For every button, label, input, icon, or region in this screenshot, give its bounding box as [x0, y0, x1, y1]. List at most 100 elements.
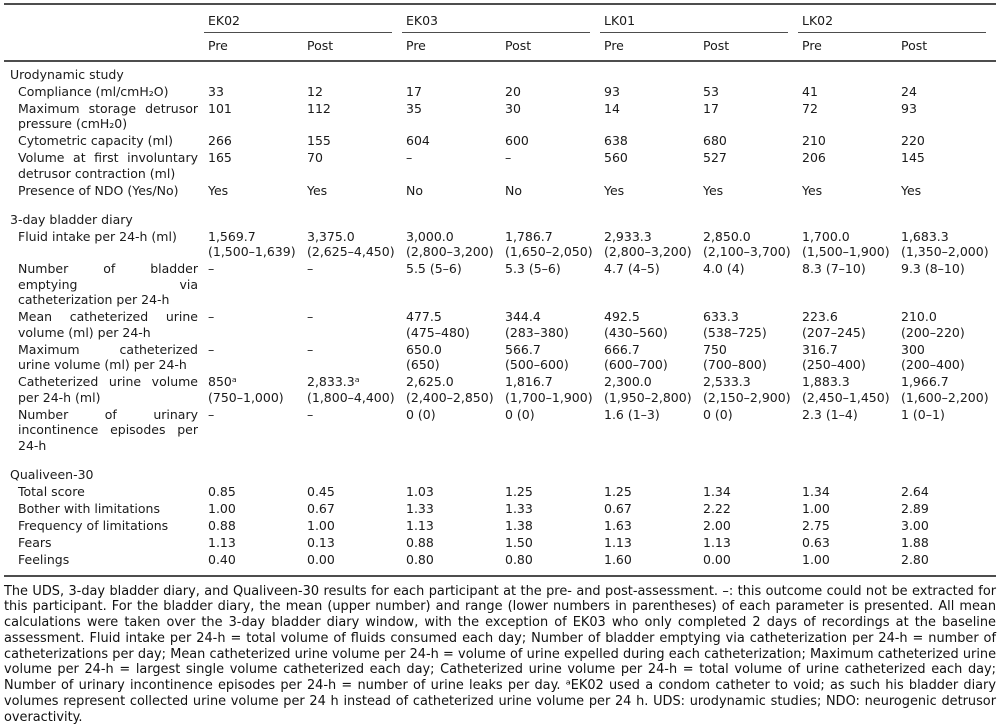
- cell-value: Yes: [802, 182, 823, 198]
- table-body: Urodynamic study Compliance (ml/cmH₂O) 33 1…: [4, 62, 996, 577]
- cell-value: 1.34: [802, 483, 830, 499]
- cell-value: 1,683.3 (1,350–2,000): [901, 228, 989, 260]
- cell-value: Yes: [604, 182, 625, 198]
- section-title: Urodynamic study: [10, 67, 124, 82]
- cell-value: 2.22: [703, 500, 731, 516]
- cell-value: 223.6 (207–245): [802, 309, 866, 340]
- cell-value: 527: [703, 150, 727, 165]
- cell-value: 206: [802, 150, 826, 165]
- subheader-ek03-post: Post: [505, 38, 532, 53]
- cell-value: –: [505, 150, 512, 165]
- cell-value: 41: [802, 83, 818, 99]
- subheader-ek03-pre: Pre: [406, 38, 426, 53]
- cell-value: 0.00: [703, 551, 731, 567]
- cell-value: –: [307, 341, 314, 357]
- cell-value: 492.5 (430–560): [604, 309, 668, 340]
- table-footnote: The UDS, 3-day bladder diary, and Qualiv…: [4, 583, 996, 725]
- cell-value: 0 (0): [703, 406, 733, 422]
- row-label: Mean catheterized urine volume (ml) per …: [18, 309, 198, 340]
- column-group-ek03: EK03: [402, 5, 590, 33]
- cell-value: 0.40: [208, 551, 236, 567]
- cell-value: 0.67: [307, 500, 335, 516]
- cell-value: 0.80: [505, 551, 533, 567]
- cell-value: –: [208, 341, 215, 357]
- cell-value: 1,700.0 (1,500–1,900): [802, 228, 890, 260]
- subheader-lk01-post: Post: [703, 38, 730, 53]
- cell-value: 12: [307, 83, 323, 99]
- cell-value: 3,375.0 (2,625–4,450): [307, 228, 395, 260]
- cell-value: 1.6 (1–3): [604, 406, 660, 422]
- cell-value: –: [307, 261, 314, 276]
- table-section: Urodynamic study Compliance (ml/cmH₂O) 33 1…: [4, 67, 996, 198]
- cell-value: 850ᵃ (750–1,000): [208, 374, 284, 405]
- cell-value: 1.50: [505, 534, 533, 550]
- table-row: Number of urinary incontinence episodes …: [4, 407, 996, 454]
- subheader-lk02-post: Post: [901, 38, 928, 53]
- cell-value: 1,569.7 (1,500–1,639): [208, 228, 296, 260]
- row-label: Total score: [18, 483, 85, 499]
- cell-value: 1.13: [604, 534, 632, 550]
- cell-value: 2,625.0 (2,400–2,850): [406, 374, 494, 405]
- cell-value: 1.00: [208, 500, 236, 516]
- cell-value: 4.0 (4): [703, 261, 745, 276]
- column-group-lk01: LK01: [600, 5, 788, 33]
- cell-value: 2,933.3 (2,800–3,200): [604, 228, 692, 260]
- cell-value: 1.60: [604, 551, 632, 567]
- row-label: Feelings: [18, 551, 70, 567]
- row-label: Maximum catheterized urine volume (ml) p…: [18, 341, 198, 373]
- cell-value: Yes: [307, 182, 328, 198]
- section-title: 3-day bladder diary: [10, 212, 133, 227]
- cell-value: 638: [604, 133, 628, 148]
- cell-value: No: [505, 182, 522, 198]
- section-title: Qualiveen-30: [10, 467, 94, 482]
- cell-value: 666.7 (600–700): [604, 341, 668, 373]
- table-row: Mean catheterized urine volume (ml) per …: [4, 309, 996, 340]
- row-label: Cytometric capacity (ml): [18, 133, 174, 148]
- cell-value: 53: [703, 83, 719, 99]
- cell-value: 20: [505, 83, 521, 99]
- cell-value: 2,300.0 (1,950–2,800): [604, 374, 692, 405]
- table-header: EK02 EK03 LK01 LK02 Pre Post Pre Post Pr…: [4, 3, 996, 62]
- results-figure: EK02 EK03 LK01 LK02 Pre Post Pre Post Pr…: [4, 0, 996, 726]
- table-row: Total score 0.85 0.45 1.03 1.25 1.25 1.34 1.34 2…: [4, 484, 996, 500]
- cell-value: 566.7 (500–600): [505, 341, 569, 373]
- cell-value: 24: [901, 83, 917, 99]
- cell-value: 35: [406, 100, 422, 116]
- cell-value: –: [307, 309, 314, 324]
- group-label: EK03: [406, 13, 439, 28]
- cell-value: 210: [802, 133, 826, 148]
- cell-value: 5.3 (5–6): [505, 261, 561, 276]
- cell-value: 0.67: [604, 500, 632, 516]
- cell-value: 300 (200–400): [901, 341, 965, 373]
- cell-value: 316.7 (250–400): [802, 341, 866, 373]
- cell-value: 93: [901, 100, 917, 116]
- cell-value: 344.4 (283–380): [505, 309, 569, 340]
- cell-value: 1.88: [901, 534, 929, 550]
- participant-results-table: EK02 EK03 LK01 LK02 Pre Post Pre Post Pr…: [4, 3, 996, 577]
- cell-value: 560: [604, 150, 628, 165]
- cell-value: 1,786.7 (1,650–2,050): [505, 228, 593, 260]
- row-label: Frequency of limitations: [18, 517, 169, 533]
- table-row: Fluid intake per 24-h (ml) 1,569.7 (1,500…: [4, 229, 996, 260]
- cell-value: 2.80: [901, 551, 929, 567]
- cell-value: 604: [406, 133, 430, 148]
- cell-value: 0.45: [307, 483, 335, 499]
- row-label-column-header: [4, 5, 204, 33]
- cell-value: –: [208, 261, 215, 276]
- subheader-lk02-pre: Pre: [802, 38, 822, 53]
- cell-value: 1.03: [406, 483, 434, 499]
- group-label: LK02: [802, 13, 834, 28]
- cell-value: 1.13: [208, 534, 236, 550]
- table-row: Presence of NDO (Yes/No) Yes Yes No No Yes Yes…: [4, 183, 996, 199]
- cell-value: 2.75: [802, 517, 830, 533]
- cell-value: 2.89: [901, 500, 929, 516]
- cell-value: 0.13: [307, 534, 335, 550]
- cell-value: 1.25: [505, 483, 533, 499]
- table-row: Cytometric capacity (ml) 266 155 604 600 638 6…: [4, 133, 996, 149]
- table-row: Compliance (ml/cmH₂O) 33 12 17 20 93 53 41 24: [4, 84, 996, 100]
- cell-value: 680: [703, 133, 727, 148]
- cell-value: No: [406, 182, 423, 198]
- row-label: Maximum storage detrusor pressure (cmH₂0…: [18, 100, 198, 132]
- cell-value: 0 (0): [406, 406, 436, 422]
- cell-value: Yes: [703, 182, 724, 198]
